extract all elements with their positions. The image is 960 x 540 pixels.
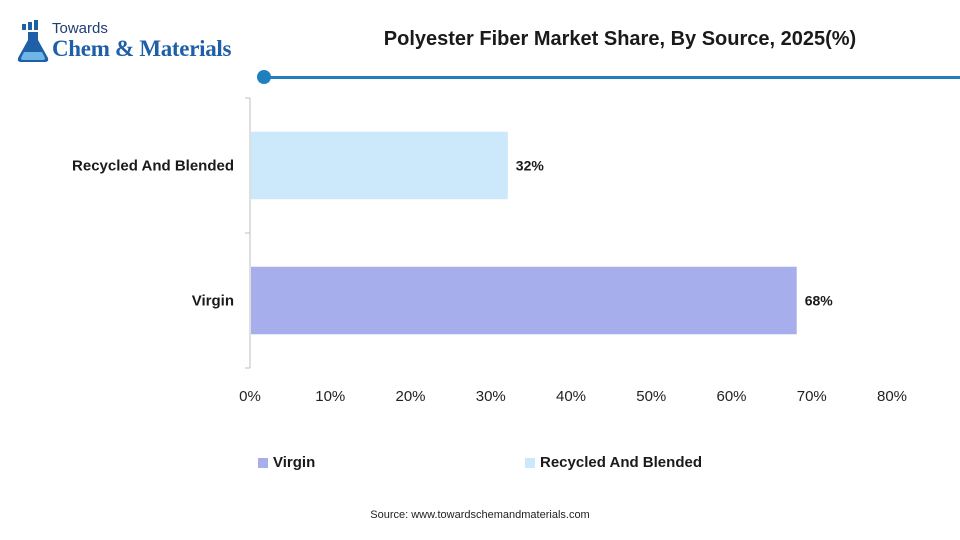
brand-logo: Towards Chem & Materials <box>14 18 254 66</box>
legend-label: Virgin <box>273 454 316 471</box>
logo-main-text: Chem & Materials <box>52 36 232 61</box>
legend: Virgin Recycled And Blended <box>0 454 960 474</box>
chart-title: Polyester Fiber Market Share, By Source,… <box>383 28 857 50</box>
x-tick-label: 20% <box>395 388 425 405</box>
bar-virgin <box>251 266 797 335</box>
x-tick-label: 80% <box>877 388 907 405</box>
divider-dot <box>257 70 271 84</box>
legend-swatch <box>525 457 535 468</box>
x-tick-label: 30% <box>476 388 506 405</box>
legend-swatch <box>258 457 268 468</box>
title-divider <box>264 76 960 79</box>
flask-icon <box>17 20 49 62</box>
data-label: 68% <box>805 293 834 309</box>
x-tick-label: 60% <box>716 388 746 405</box>
bar-recycled-and-blended <box>251 131 508 200</box>
legend-label: Recycled And Blended <box>540 454 702 471</box>
logo-top-text: Towards <box>52 20 108 37</box>
x-tick-label: 10% <box>315 388 345 405</box>
source-note: Source: www.towardschemandmaterials.com <box>370 509 590 521</box>
x-tick-label: 40% <box>556 388 586 405</box>
x-tick-label: 0% <box>239 388 261 405</box>
x-tick-label: 50% <box>636 388 666 405</box>
legend-item: Recycled And Blended <box>525 454 702 471</box>
data-label: 32% <box>516 158 545 174</box>
category-label: Recycled And Blended <box>72 158 234 175</box>
x-tick-label: 70% <box>797 388 827 405</box>
category-label: Virgin <box>192 293 234 310</box>
legend-item: Virgin <box>258 454 315 471</box>
